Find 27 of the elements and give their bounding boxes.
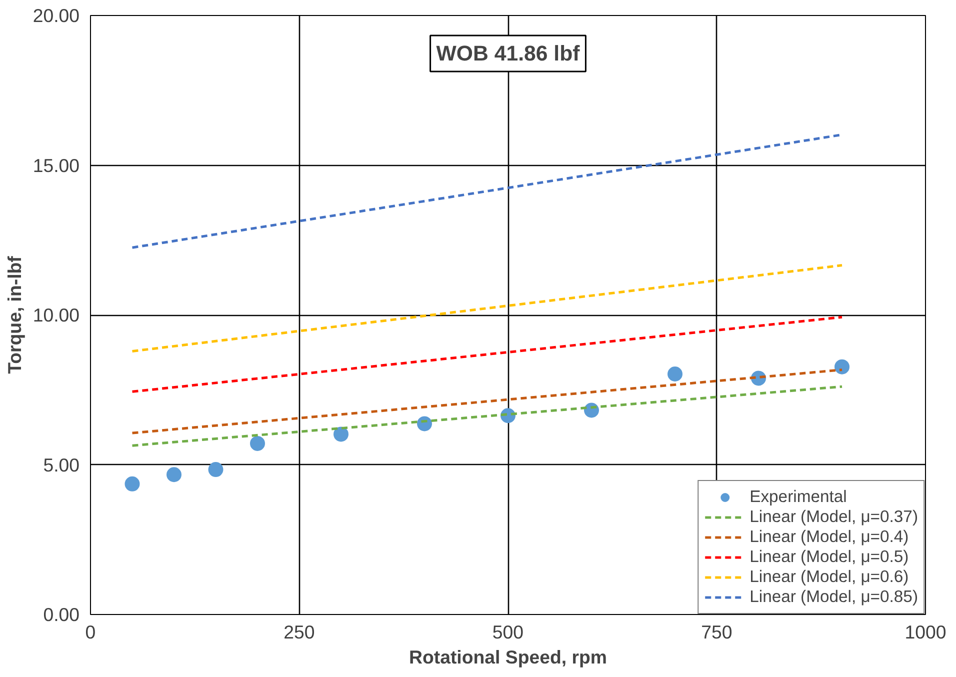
point — [166, 467, 182, 482]
legend-label: Linear (Model, μ=0.85) — [750, 587, 918, 607]
y-tick-label: 5.00 — [43, 454, 80, 476]
y-tick-label: 20.00 — [32, 5, 80, 26]
legend-label: Linear (Model, μ=0.37) — [750, 507, 918, 527]
legend-label: Linear (Model, μ=0.6) — [750, 567, 909, 587]
legend-label: Linear (Model, μ=0.5) — [750, 547, 909, 567]
x-tick-label: 0 — [85, 622, 96, 642]
x-tick-label: 750 — [701, 622, 732, 642]
y-tick-label: 10.00 — [32, 304, 80, 326]
point — [417, 416, 432, 432]
x-tick-label: 500 — [492, 622, 524, 642]
point — [668, 366, 682, 382]
point — [334, 426, 348, 442]
point — [124, 476, 140, 492]
point — [208, 462, 224, 478]
text: WOB 41.86 lbf — [436, 42, 581, 66]
x-tick-label: 1000 — [904, 622, 946, 642]
legend-label: Linear (Model, μ=0.4) — [750, 527, 909, 547]
x-tick-label: 250 — [284, 622, 315, 642]
point — [250, 436, 265, 451]
y-tick-label: 15.00 — [32, 154, 80, 176]
point — [834, 359, 850, 374]
y-axis-title: Torque, in-lbf — [4, 255, 25, 374]
y-tick-label: 0.00 — [43, 604, 80, 625]
legend-label: Experimental — [750, 487, 847, 507]
x-axis-title: Rotational Speed, rpm — [409, 646, 608, 668]
